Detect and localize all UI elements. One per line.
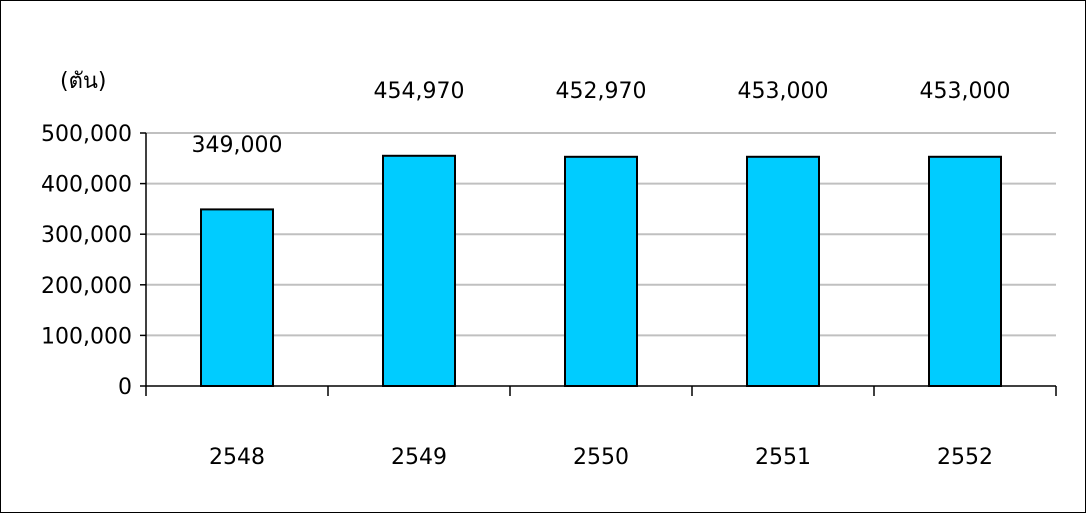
data-label: 453,000: [920, 79, 1011, 104]
x-tick-label: 2549: [391, 445, 447, 470]
data-label: 349,000: [192, 133, 283, 158]
x-tick-label: 2551: [755, 445, 811, 470]
bar: [382, 154, 456, 387]
x-tick-label: 2550: [573, 445, 629, 470]
bar: [746, 155, 820, 387]
x-tick-labels: 2548 2549 2550 2551 2552: [209, 445, 993, 470]
y-tick-label: 500,000: [41, 122, 132, 147]
y-tick-label: 200,000: [41, 274, 132, 299]
data-label: 454,970: [374, 79, 465, 104]
data-label: 452,970: [556, 79, 647, 104]
data-labels: 349,000 454,970 452,970 453,000 453,000: [192, 79, 1011, 158]
y-tick-label: 0: [118, 375, 132, 400]
bar: [200, 208, 274, 387]
y-axis-unit-label: (ตัน): [60, 69, 107, 94]
x-tick-label: 2548: [209, 445, 265, 470]
bar: [928, 155, 1002, 387]
axes: [140, 132, 1057, 396]
y-tick-label: 100,000: [41, 324, 132, 349]
bar: [564, 155, 638, 387]
y-tick-labels: 0 100,000 200,000 300,000 400,000 500,000: [41, 122, 132, 400]
data-label: 453,000: [738, 79, 829, 104]
x-tick-label: 2552: [937, 445, 993, 470]
y-tick-label: 300,000: [41, 223, 132, 248]
y-tick-label: 400,000: [41, 173, 132, 198]
bars: [200, 154, 1002, 387]
